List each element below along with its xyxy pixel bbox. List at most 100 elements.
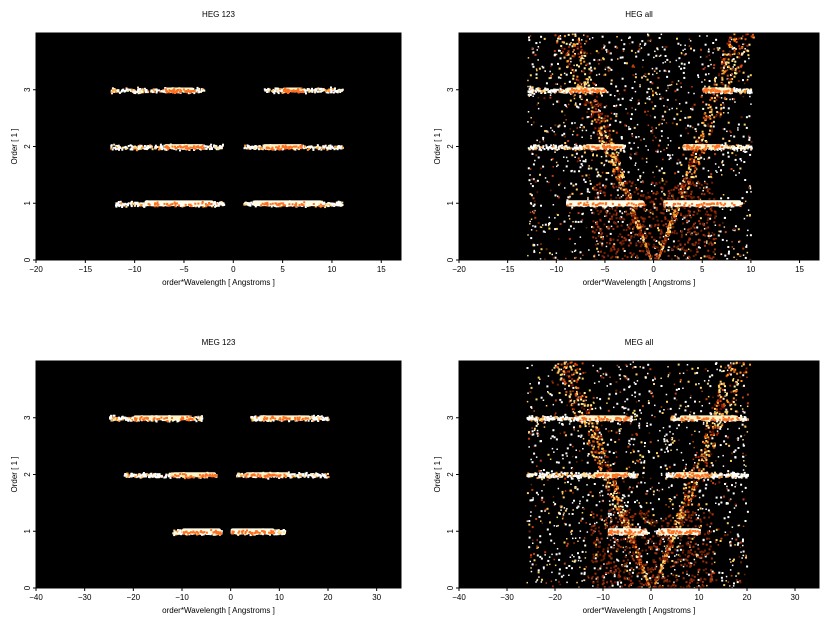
event-point (728, 140, 731, 142)
event-point (745, 244, 748, 246)
event-point (671, 194, 674, 197)
event-point (294, 205, 297, 208)
event-point (722, 66, 725, 69)
event-point (690, 157, 693, 160)
event-point (589, 38, 591, 40)
event-point (689, 183, 692, 186)
event-point (593, 255, 596, 258)
event-point (534, 200, 536, 202)
event-point (745, 191, 748, 194)
event-point (680, 86, 682, 88)
event-point (735, 174, 737, 176)
event-point (189, 91, 192, 93)
event-point (165, 145, 168, 148)
event-point (650, 209, 652, 211)
event-point (647, 87, 650, 90)
event-point (741, 52, 744, 55)
event-point (665, 122, 668, 124)
event-point (530, 237, 533, 240)
y-tick-label: 2 (23, 144, 32, 149)
event-point (601, 35, 604, 38)
event-point (738, 70, 741, 73)
event-point (734, 37, 736, 40)
event-point (677, 170, 680, 173)
event-point (139, 147, 142, 150)
event-point (125, 88, 128, 91)
event-point (580, 124, 583, 126)
event-point (331, 204, 334, 207)
event-point (585, 227, 588, 229)
event-point (705, 227, 708, 230)
event-point (709, 104, 712, 107)
event-point (591, 159, 593, 161)
event-point (305, 92, 307, 95)
event-point (736, 163, 738, 166)
event-point (714, 210, 717, 213)
event-point (572, 130, 575, 133)
event-point (728, 50, 731, 53)
event-point (590, 102, 593, 105)
event-point (574, 257, 576, 259)
event-point (158, 89, 160, 92)
event-point (585, 174, 588, 177)
event-point (687, 228, 690, 231)
event-point (660, 249, 663, 252)
event-point (660, 220, 663, 223)
event-point (740, 65, 742, 68)
event-point (639, 84, 641, 86)
event-point (722, 112, 725, 114)
event-point (313, 90, 316, 93)
event-point (598, 110, 601, 113)
event-point (663, 119, 665, 121)
event-point (655, 67, 658, 70)
event-point (598, 130, 601, 132)
event-point (571, 192, 574, 195)
event-point (580, 57, 582, 60)
event-point (692, 183, 695, 186)
event-point (571, 69, 574, 71)
event-point (598, 232, 600, 235)
event-point (196, 146, 199, 149)
event-point (707, 170, 710, 172)
event-point (197, 91, 200, 94)
event-point (662, 246, 665, 248)
event-point (680, 110, 682, 112)
event-point (529, 211, 532, 214)
event-point (244, 201, 247, 204)
event-point (110, 91, 113, 94)
event-point (640, 194, 643, 197)
event-point (583, 202, 586, 205)
event-point (616, 189, 619, 192)
event-point (595, 74, 598, 76)
event-point (632, 219, 635, 222)
event-point (561, 110, 564, 113)
event-point (588, 68, 591, 71)
event-point (138, 147, 141, 150)
event-point (197, 88, 200, 90)
event-point (301, 203, 304, 206)
event-point (173, 88, 176, 91)
event-point (747, 229, 749, 232)
event-point (668, 246, 671, 248)
event-point (127, 202, 130, 205)
event-point (719, 111, 722, 114)
event-point (647, 33, 649, 35)
event-point (266, 204, 269, 207)
event-point (677, 245, 680, 248)
event-point (630, 185, 633, 188)
event-point (534, 225, 537, 228)
event-point (669, 140, 672, 142)
event-point (643, 44, 646, 46)
event-point (703, 224, 706, 227)
event-point (675, 59, 678, 62)
event-point (713, 100, 716, 103)
event-point (635, 162, 637, 164)
event-point (638, 48, 641, 51)
event-point (137, 145, 140, 148)
event-point (573, 170, 576, 173)
event-point (159, 148, 162, 151)
event-point (292, 90, 295, 93)
event-point (557, 195, 559, 198)
event-point (264, 89, 267, 92)
